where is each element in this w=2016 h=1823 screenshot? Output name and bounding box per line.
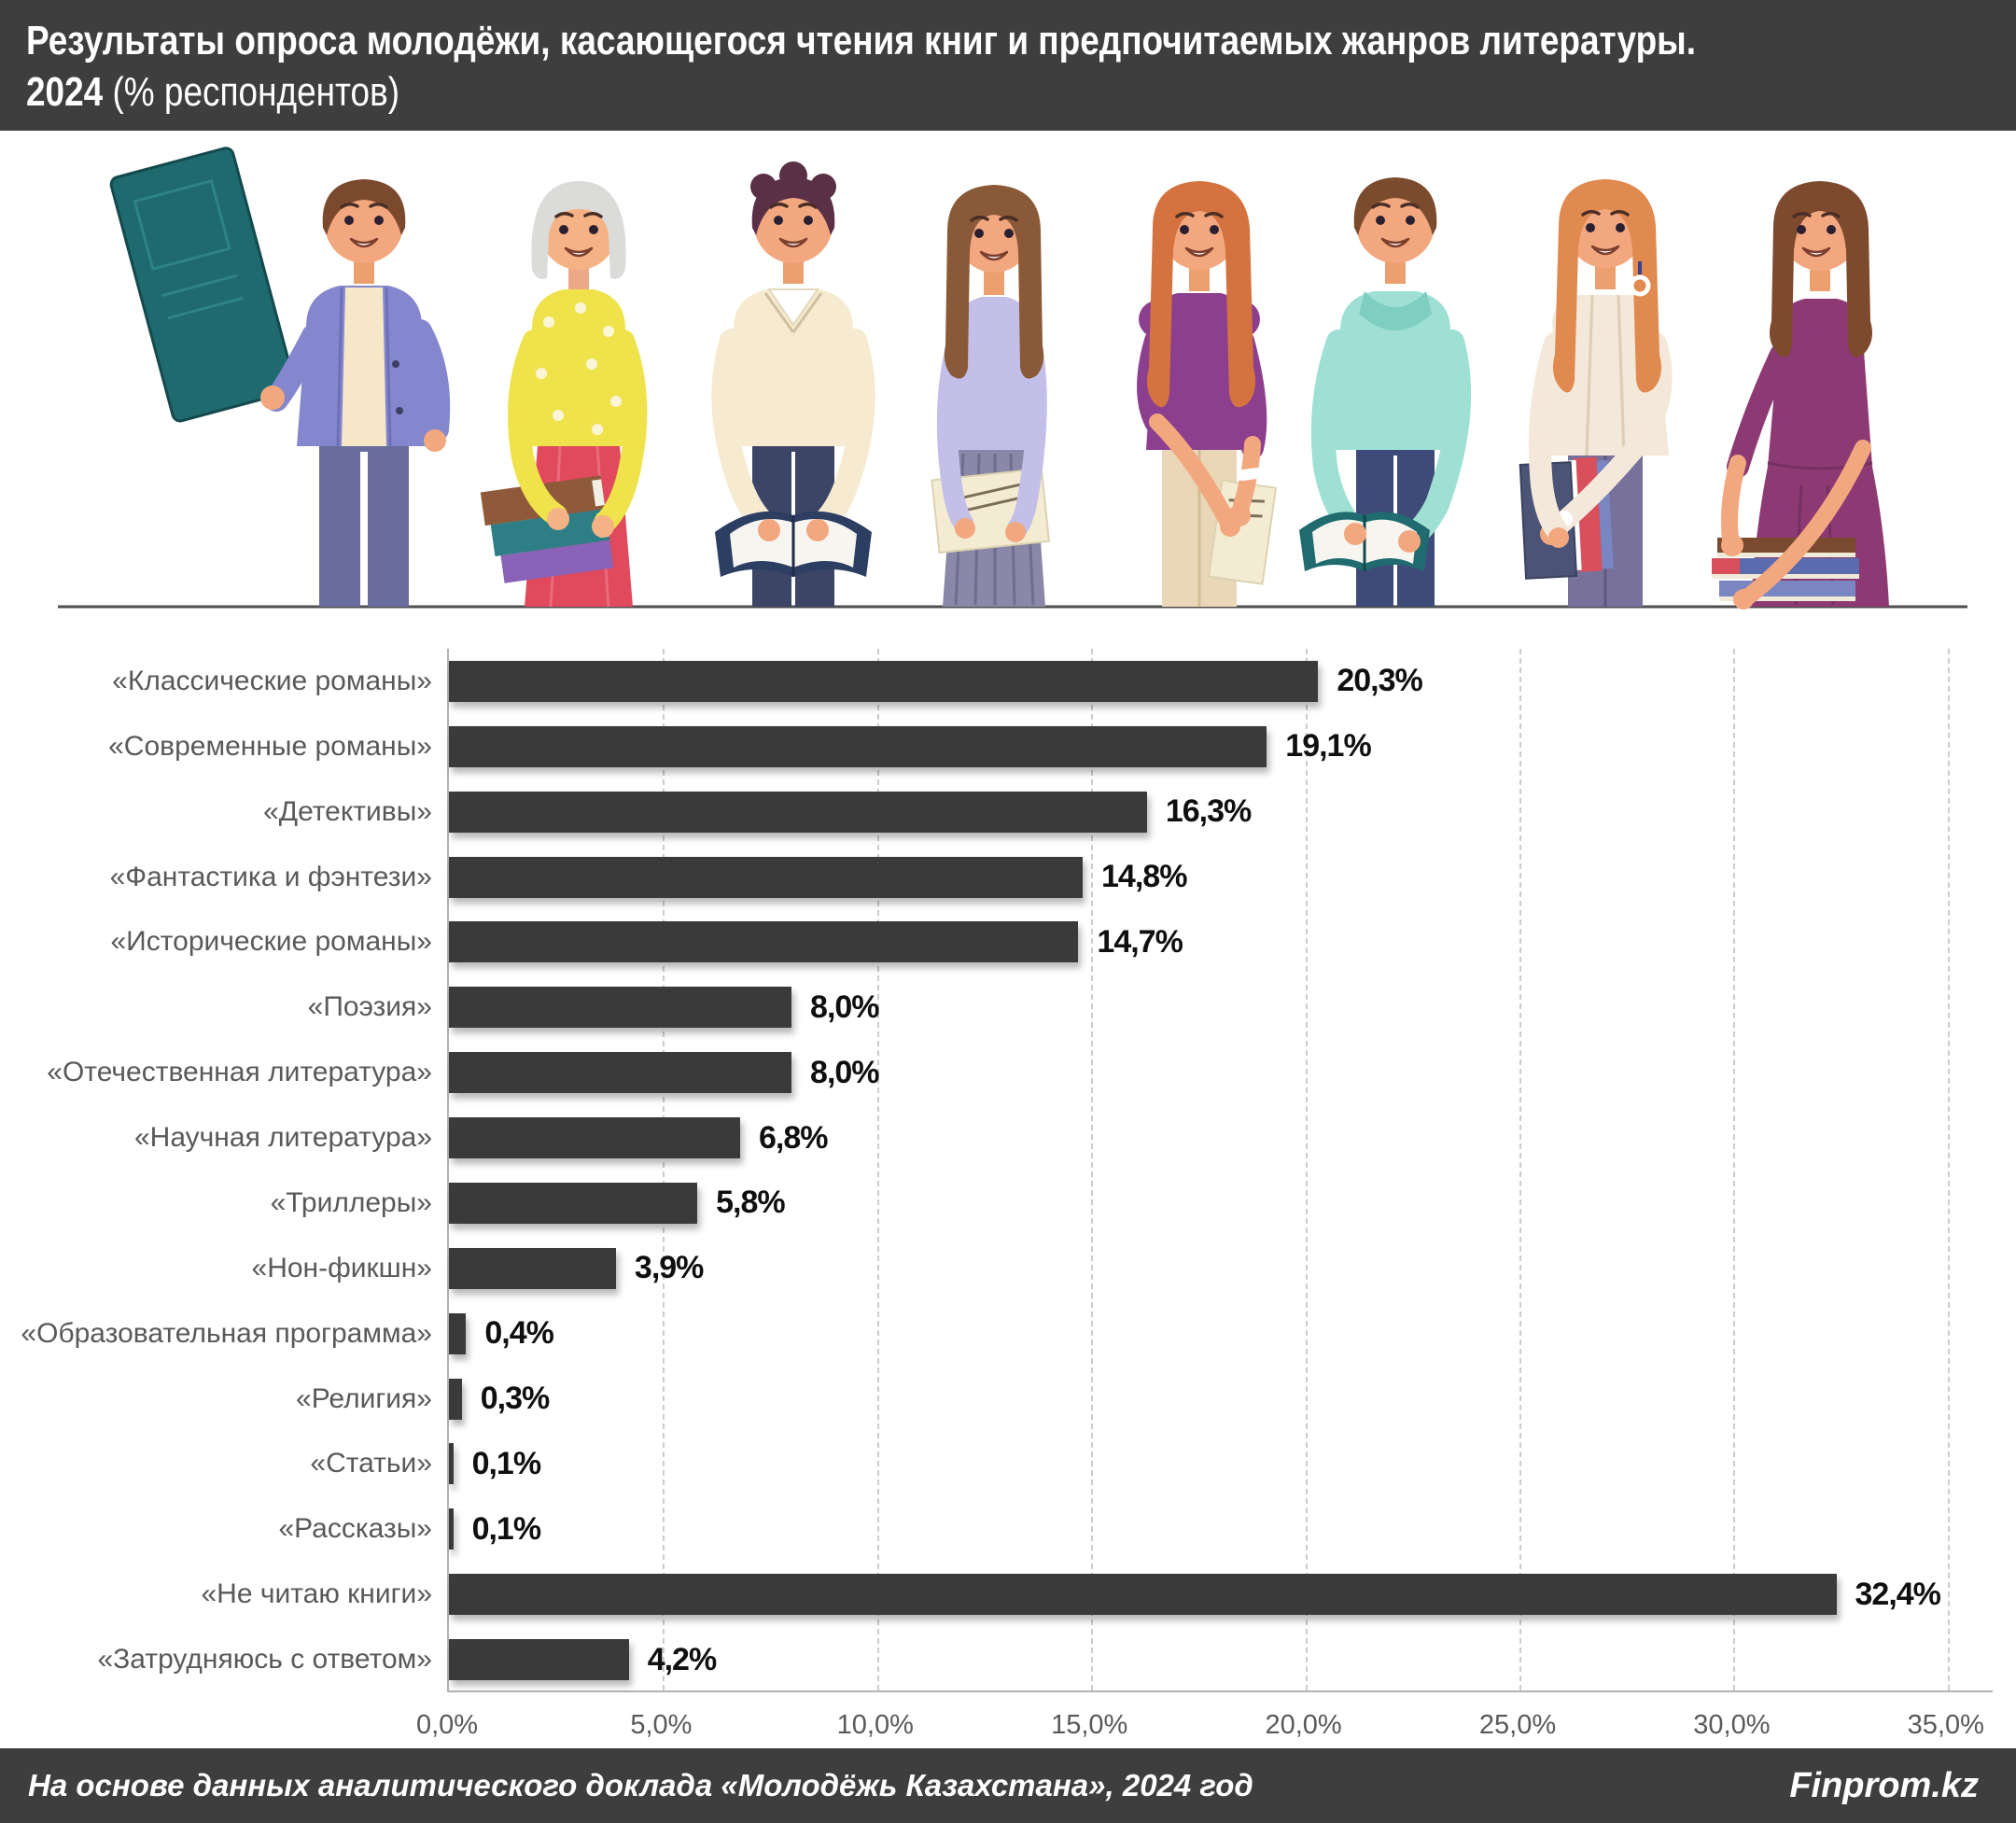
gridline [663,649,665,1690]
category-label: «Классические романы» [112,665,432,696]
chart-row: «Триллеры» 5,8% [271,1171,1993,1236]
chart-row: «Статьи» 0,1% [310,1432,1993,1497]
chart-row: «Отечественная литература» 8,0% [47,1040,1993,1105]
bar [449,1378,462,1420]
x-tick-label: 25,0% [1478,1710,1557,1740]
category-label: «Рассказы» [278,1513,432,1545]
x-tick-label: 20,0% [1265,1710,1342,1740]
category-label: «Исторические романы» [110,926,433,958]
title-line1: Результаты опроса молодёжи, касающегося … [26,18,1697,63]
category-label: «Современные романы» [108,730,432,762]
header: Результаты опроса молодёжи, касающегося … [0,0,2016,131]
bar [449,1052,792,1094]
category-label: «Образовательная программа» [21,1317,432,1349]
category-label: «Отечественная литература» [47,1057,432,1088]
category-label: «Статьи» [310,1448,432,1479]
value-label: 0,1% [471,1445,541,1481]
gridline [1305,649,1308,1690]
value-label: 3,9% [634,1250,704,1286]
bar [449,1574,1837,1616]
x-axis: 0,0% 5,0% 10,0% 15,0% 20,0% 25,0% 30,0% 35,0% [416,1710,1993,1751]
x-tick-label: 10,0% [836,1710,914,1740]
chart-row: «Детективы» 16,3% [263,779,1993,845]
chart-row: «Исторические романы» 14,7% [111,910,1993,975]
category-label: «Нон-фикшн» [251,1252,432,1283]
gridline [1733,649,1736,1690]
bar [449,1443,454,1485]
footer: На основе данных аналитического доклада … [0,1748,2016,1823]
bar [449,1182,698,1224]
illustration-readers [0,131,2016,627]
value-label: 6,8% [758,1119,828,1156]
value-label: 14,7% [1097,923,1183,960]
x-tick-label: 35,0% [1907,1710,1984,1740]
bar [449,791,1147,833]
category-label: «Поэзия» [307,991,432,1023]
chart-row: «Поэзия» 8,0% [308,975,1993,1040]
chart-row: «Классические романы» 20,3% [112,649,1993,714]
chart-row: «Современные романы» 19,1% [108,714,1993,779]
category-label: «Не читаю книги» [201,1578,432,1610]
x-tick-label: 0,0% [415,1710,479,1740]
value-label: 8,0% [810,989,879,1025]
x-tick-label: 15,0% [1051,1710,1128,1740]
gridline [1947,649,1950,1690]
category-label: «Фантастика и фэнтези» [109,861,432,892]
category-label: «Затрудняюсь с ответом» [97,1644,433,1676]
value-label: 16,3% [1165,793,1252,830]
x-tick-label: 30,0% [1693,1710,1771,1740]
category-label: «Триллеры» [270,1186,432,1218]
category-label: «Детективы» [263,795,432,827]
category-label: «Научная литература» [133,1122,432,1154]
chart-row: «Фантастика и фэнтези» 14,8% [110,845,1993,910]
gridline [876,649,879,1690]
value-label: 8,0% [810,1054,879,1090]
source-note: На основе данных аналитического доклада … [28,1768,1253,1802]
bar-chart: «Классические романы» 20,3% «Современные р… [0,627,2016,1748]
chart-row: «Нон-фикшн» 3,9% [252,1236,1993,1301]
bar [449,856,1084,898]
bar [449,921,1079,963]
bar [449,1247,616,1289]
value-label: 0,3% [480,1381,550,1417]
chart-row: «Образовательная программа» 0,4% [21,1301,1993,1367]
bar [449,1117,740,1159]
chart-row: «Религия» 0,3% [296,1367,1993,1432]
plot-area: «Классические романы» 20,3% «Современные р… [21,649,1993,1692]
chart-row: «Рассказы» 0,1% [278,1496,1993,1562]
bar [449,1639,629,1681]
bar [449,987,792,1029]
chart-row: «Затрудняюсь с ответом» 4,2% [98,1627,1993,1692]
value-label: 0,1% [471,1510,541,1547]
title-line2: 2024 (% респондентов) [26,69,400,115]
brand-logo: Finprom.kz [1789,1765,1979,1805]
chart-row: «Не читаю книги» 32,4% [201,1562,1993,1627]
value-label: 19,1% [1285,728,1371,764]
bar [449,1312,467,1354]
chart-row: «Научная литература» 6,8% [134,1105,1993,1171]
chart-rows: «Классические романы» 20,3% «Современные р… [21,649,1993,1692]
bar [449,660,1319,702]
page-title: Результаты опроса молодёжи, касающегося … [26,15,2015,118]
value-label: 32,4% [1855,1576,1941,1612]
gridline [1519,649,1521,1690]
value-label: 20,3% [1337,663,1422,699]
x-tick-label: 5,0% [630,1710,693,1740]
gridline [1091,649,1094,1690]
bar [449,1508,454,1550]
category-label: «Религия» [296,1382,432,1414]
value-label: 5,8% [716,1185,785,1221]
readers-drawing [58,147,1967,610]
value-label: 4,2% [647,1641,717,1677]
bar [449,725,1267,767]
value-label: 14,8% [1101,859,1187,895]
value-label: 0,4% [484,1315,553,1352]
